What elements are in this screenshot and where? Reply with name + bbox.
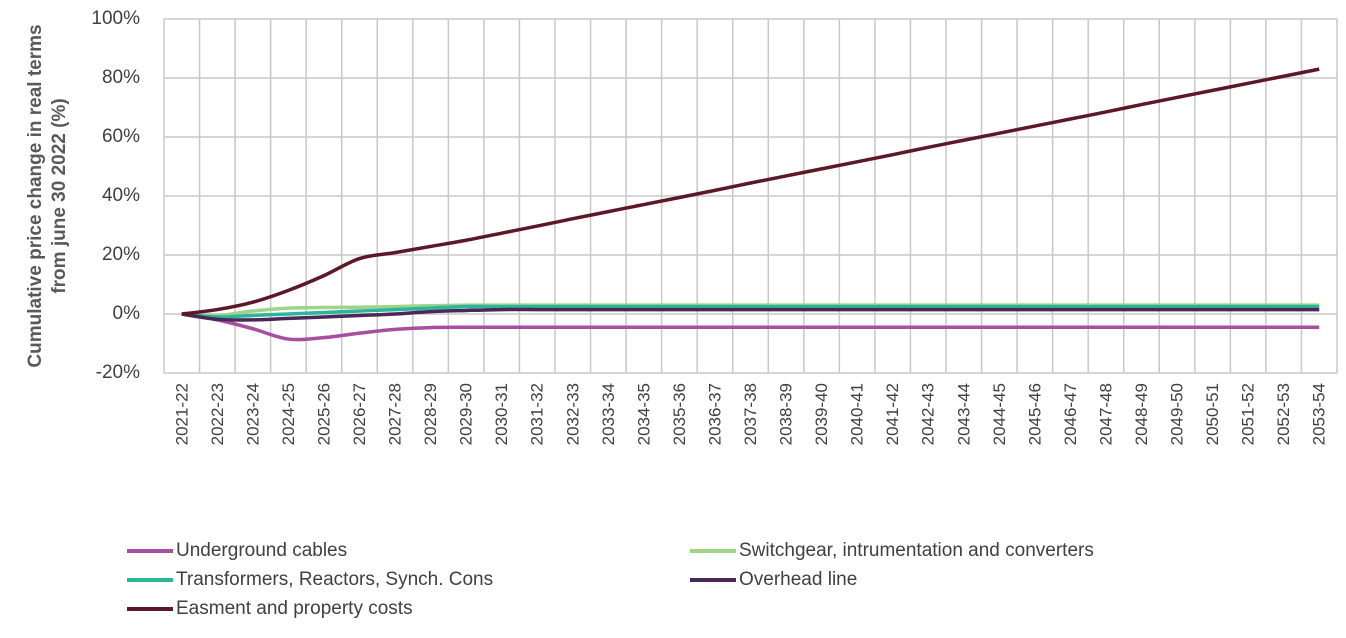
x-tick-label: 2048-49	[1132, 383, 1151, 445]
x-tick-label: 2030-31	[492, 383, 511, 445]
x-tick-label: 2053-54	[1310, 383, 1329, 445]
x-tick-label: 2043-44	[954, 383, 973, 445]
series-line	[181, 312, 1320, 342]
y-tick-label: 100%	[91, 8, 140, 29]
x-tick-label: 2051-52	[1239, 383, 1258, 445]
series-line	[181, 304, 1320, 319]
x-tick-label: 2035-36	[670, 383, 689, 445]
x-tick-label: 2024-25	[279, 383, 298, 445]
y-tick-label: 80%	[102, 67, 140, 88]
y-tick-label: 20%	[102, 244, 140, 265]
legend-label: Underground cables	[176, 540, 347, 561]
legend-label: Overhead line	[739, 569, 857, 590]
x-tick-label: 2045-46	[1025, 383, 1044, 445]
x-tick-label: 2047-48	[1096, 383, 1115, 445]
x-tick-label: 2025-26	[314, 383, 333, 445]
x-tick-label: 2046-47	[1061, 383, 1080, 445]
x-tick-label: 2023-24	[243, 383, 262, 445]
y-tick-label: 40%	[102, 185, 140, 206]
legend-label: Easment and property costs	[176, 598, 413, 619]
series-line	[181, 67, 1320, 316]
x-tick-label: 2034-35	[634, 383, 653, 445]
x-tick-label: 2042-43	[919, 383, 938, 445]
x-tick-label: 2044-45	[990, 383, 1009, 445]
x-tick-label: 2041-42	[883, 383, 902, 445]
series-line	[181, 307, 1320, 322]
x-tick-label: 2021-22	[172, 383, 191, 445]
x-tick-label: 2040-41	[848, 383, 867, 445]
x-tick-label: 2028-29	[421, 383, 440, 445]
x-tick-label: 2052-53	[1274, 383, 1293, 445]
x-tick-label: 2036-37	[705, 383, 724, 445]
x-tick-label: 2050-51	[1203, 383, 1222, 445]
y-axis-label: from june 30 2022 (%)	[49, 98, 70, 293]
y-tick-label: -20%	[96, 362, 140, 383]
y-axis-label: Cumulative price change in real terms	[25, 24, 46, 367]
x-tick-label: 2032-33	[563, 383, 582, 445]
x-tick-label: 2022-23	[208, 383, 227, 445]
x-tick-label: 2026-27	[350, 383, 369, 445]
x-tick-label: 2029-30	[457, 383, 476, 445]
y-tick-label: 0%	[113, 303, 141, 324]
x-tick-label: 2049-50	[1168, 383, 1187, 445]
x-tick-label: 2033-34	[599, 383, 618, 445]
x-tick-label: 2037-38	[741, 383, 760, 445]
y-tick-label: 60%	[102, 126, 140, 147]
legend-label: Switchgear, intrumentation and converter…	[739, 540, 1094, 561]
x-tick-label: 2027-28	[386, 383, 405, 445]
x-tick-label: 2038-39	[777, 383, 796, 445]
legend-label: Transformers, Reactors, Synch. Cons	[176, 569, 493, 590]
x-tick-label: 2039-40	[812, 383, 831, 445]
x-tick-label: 2031-32	[528, 383, 547, 445]
